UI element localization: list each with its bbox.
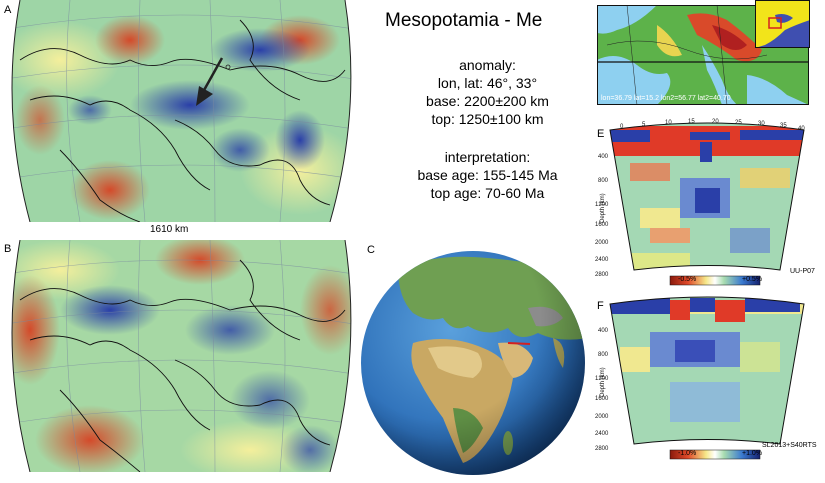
- svg-text:1200: 1200: [595, 376, 609, 382]
- interpretation-heading: interpretation:: [444, 149, 531, 165]
- panel-f-label: F: [597, 300, 604, 312]
- svg-text:25: 25: [735, 120, 742, 126]
- svg-text:2800: 2800: [595, 272, 609, 278]
- panel-f-section: 400 800 1200 1600 2000 2400 2800 Depth (km) -…: [590, 292, 822, 462]
- svg-text:2400: 2400: [595, 431, 609, 437]
- svg-text:Depth (km): Depth (km): [600, 193, 606, 223]
- svg-text:35: 35: [780, 123, 787, 129]
- svg-text:40: 40: [798, 126, 805, 132]
- panel-d-coords: lon=36.79 lat=15.2 lon2=56.77 lat2=40.70: [601, 95, 731, 102]
- panel-c-label: C: [367, 244, 375, 256]
- panel-a-label: A: [4, 4, 12, 16]
- panel-e-section: 0 5 10 15 20 25 30 35 40 400 800 1200 1600 2000 240…: [590, 118, 822, 288]
- svg-text:2400: 2400: [595, 257, 609, 263]
- panel-e-cbar-min: -0.5%: [678, 276, 697, 283]
- scale-label: 1610 km: [150, 224, 189, 235]
- svg-text:10: 10: [665, 120, 672, 126]
- panel-f-cbar-min: -1.0%: [678, 450, 697, 457]
- anomaly-heading: anomaly:: [459, 57, 516, 73]
- svg-text:20: 20: [712, 119, 719, 125]
- panel-f-model: SL2013+S40RTS: [762, 442, 817, 449]
- svg-text:1600: 1600: [595, 222, 609, 228]
- panel-f-cbar-max: +1.0%: [742, 450, 763, 457]
- panel-e-label: E: [597, 128, 605, 140]
- panel-b-map: [0, 239, 360, 473]
- panel-e-cbar-max: +0.5%: [742, 276, 763, 283]
- svg-text:5: 5: [642, 122, 646, 128]
- svg-text:Depth (km): Depth (km): [600, 367, 606, 397]
- svg-text:400: 400: [598, 154, 609, 160]
- panel-a-map: [0, 0, 360, 223]
- svg-text:30: 30: [758, 121, 765, 127]
- svg-text:400: 400: [598, 328, 609, 334]
- svg-text:800: 800: [598, 352, 609, 358]
- page-title: Mesopotamia - Me: [385, 10, 543, 31]
- svg-text:2000: 2000: [595, 240, 609, 246]
- panel-b-label: B: [4, 243, 12, 255]
- interpretation-base-age: base age: 155-145 Ma: [417, 167, 558, 183]
- anomaly-lonlat: lon, lat: 46°, 33°: [437, 75, 538, 91]
- panel-c-globe: [358, 248, 588, 478]
- interpretation-top-age: top age: 70-60 Ma: [430, 185, 545, 201]
- svg-text:1200: 1200: [595, 202, 609, 208]
- panel-e-model: UU-P07: [790, 268, 815, 275]
- svg-text:800: 800: [598, 178, 609, 184]
- anomaly-arrow-icon: [196, 57, 231, 106]
- svg-text:2000: 2000: [595, 414, 609, 420]
- panel-d-inset-map: [755, 0, 810, 48]
- svg-text:2800: 2800: [595, 446, 609, 452]
- svg-text:15: 15: [688, 119, 695, 125]
- svg-text:0: 0: [620, 124, 624, 130]
- svg-text:1600: 1600: [595, 396, 609, 402]
- anomaly-base: base: 2200±200 km: [426, 93, 549, 109]
- anomaly-top: top: 1250±100 km: [431, 111, 544, 127]
